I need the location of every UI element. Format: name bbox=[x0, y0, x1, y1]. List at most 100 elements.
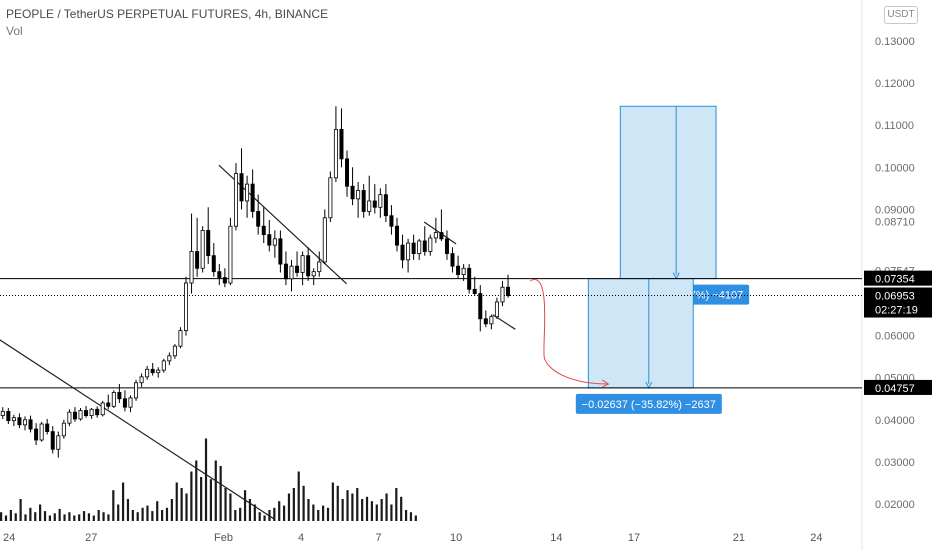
candle-body bbox=[322, 217, 327, 263]
volume-bar bbox=[141, 507, 144, 521]
candle-body bbox=[72, 411, 77, 420]
candle-body bbox=[394, 225, 399, 246]
volume-bar bbox=[341, 499, 344, 521]
price-marker-label: 0.06953 bbox=[875, 291, 915, 303]
candle-body bbox=[467, 267, 472, 290]
volume-bar bbox=[92, 515, 95, 521]
candle-body bbox=[50, 431, 55, 450]
candle-body bbox=[145, 368, 150, 378]
volume-bar bbox=[385, 493, 388, 521]
candle-body bbox=[356, 190, 361, 200]
volume-bar bbox=[253, 504, 256, 521]
volume-bar bbox=[404, 510, 408, 521]
volume-bar bbox=[14, 513, 17, 521]
candle-body bbox=[150, 368, 155, 374]
volume-bar bbox=[346, 490, 349, 521]
candle-body bbox=[28, 419, 33, 430]
volume-bar bbox=[292, 488, 295, 521]
candle-body bbox=[233, 173, 238, 227]
candle-body bbox=[339, 129, 344, 160]
candle-body bbox=[228, 225, 233, 284]
candle-body bbox=[156, 369, 161, 374]
candle-body bbox=[400, 244, 405, 261]
candle-body bbox=[11, 417, 16, 422]
volume-bar bbox=[170, 499, 173, 521]
volume-bar bbox=[409, 512, 413, 521]
trend-line bbox=[218, 164, 348, 285]
volume-bar bbox=[195, 460, 198, 521]
candle-body bbox=[439, 232, 444, 240]
volume-bar bbox=[39, 504, 42, 521]
volume-bar bbox=[146, 505, 149, 521]
candle-body bbox=[478, 293, 483, 320]
candle-body bbox=[283, 263, 288, 280]
price-tick-label: 0.13000 bbox=[875, 36, 915, 48]
volume-bar bbox=[161, 510, 164, 521]
candle-body bbox=[0, 410, 5, 416]
volume-bar bbox=[97, 510, 100, 521]
candle-body bbox=[506, 286, 511, 297]
volume-bar bbox=[229, 493, 232, 521]
volume-bar bbox=[43, 511, 47, 521]
volume-bar bbox=[63, 514, 66, 521]
volume-bar bbox=[282, 505, 286, 521]
volume-bar bbox=[87, 513, 91, 521]
candle-body bbox=[483, 318, 488, 325]
candle-body bbox=[406, 242, 411, 261]
volume-bar bbox=[390, 504, 393, 521]
candle-body bbox=[34, 428, 39, 441]
candle-body bbox=[333, 129, 338, 179]
candle-body bbox=[328, 177, 333, 219]
volume-bar bbox=[156, 501, 159, 521]
candle-body bbox=[345, 158, 350, 187]
volume-bar bbox=[4, 515, 8, 521]
volume-bar bbox=[258, 512, 261, 521]
volume-bar bbox=[361, 499, 364, 521]
candle-body bbox=[383, 194, 388, 217]
time-tick-label: 7 bbox=[375, 532, 381, 544]
price-tick-label: 0.08710 bbox=[875, 217, 915, 229]
volume-bar bbox=[200, 477, 203, 521]
candle-body bbox=[494, 301, 499, 318]
candle-body bbox=[422, 240, 427, 252]
symbol-title: PEOPLE / TetherUS PERPETUAL FUTURES, 4h,… bbox=[6, 7, 329, 21]
volume-bar bbox=[165, 507, 169, 521]
volume-bar bbox=[243, 490, 247, 521]
volume-bar bbox=[395, 488, 398, 521]
candle-body bbox=[134, 382, 139, 399]
price-marker-box bbox=[864, 379, 932, 395]
volume-bar bbox=[107, 514, 110, 521]
candle-body bbox=[184, 282, 189, 331]
candle-body bbox=[161, 360, 166, 371]
volume-bar bbox=[0, 512, 3, 521]
candle-body bbox=[217, 271, 222, 278]
volume-bar bbox=[219, 466, 222, 521]
candle-body bbox=[372, 200, 377, 208]
candle-body bbox=[122, 398, 127, 408]
candle-body bbox=[456, 265, 461, 276]
currency-badge[interactable]: USDT bbox=[884, 6, 918, 24]
candle-body bbox=[6, 410, 11, 422]
candle-body bbox=[361, 190, 366, 212]
volume-bar bbox=[48, 515, 51, 521]
volume-bar bbox=[121, 482, 125, 521]
candle-body bbox=[350, 185, 355, 200]
candle-body bbox=[22, 419, 27, 426]
time-tick-label: 10 bbox=[450, 532, 462, 544]
volume-bar bbox=[331, 482, 334, 521]
candle-body bbox=[444, 238, 449, 254]
red-arrow-head bbox=[602, 379, 610, 388]
time-tick-label: 21 bbox=[733, 532, 745, 544]
candle-body bbox=[195, 251, 200, 269]
time-tick-label: 17 bbox=[628, 532, 640, 544]
volume-bar bbox=[73, 515, 76, 521]
volume-bar bbox=[19, 499, 22, 521]
volume-bar bbox=[287, 493, 291, 521]
volume-bar bbox=[58, 508, 61, 521]
candle-body bbox=[300, 255, 305, 273]
price-tick-label: 0.06000 bbox=[875, 331, 915, 343]
candle-body bbox=[295, 265, 300, 273]
candle-body bbox=[67, 411, 72, 424]
red-curved-arrow bbox=[529, 279, 609, 385]
